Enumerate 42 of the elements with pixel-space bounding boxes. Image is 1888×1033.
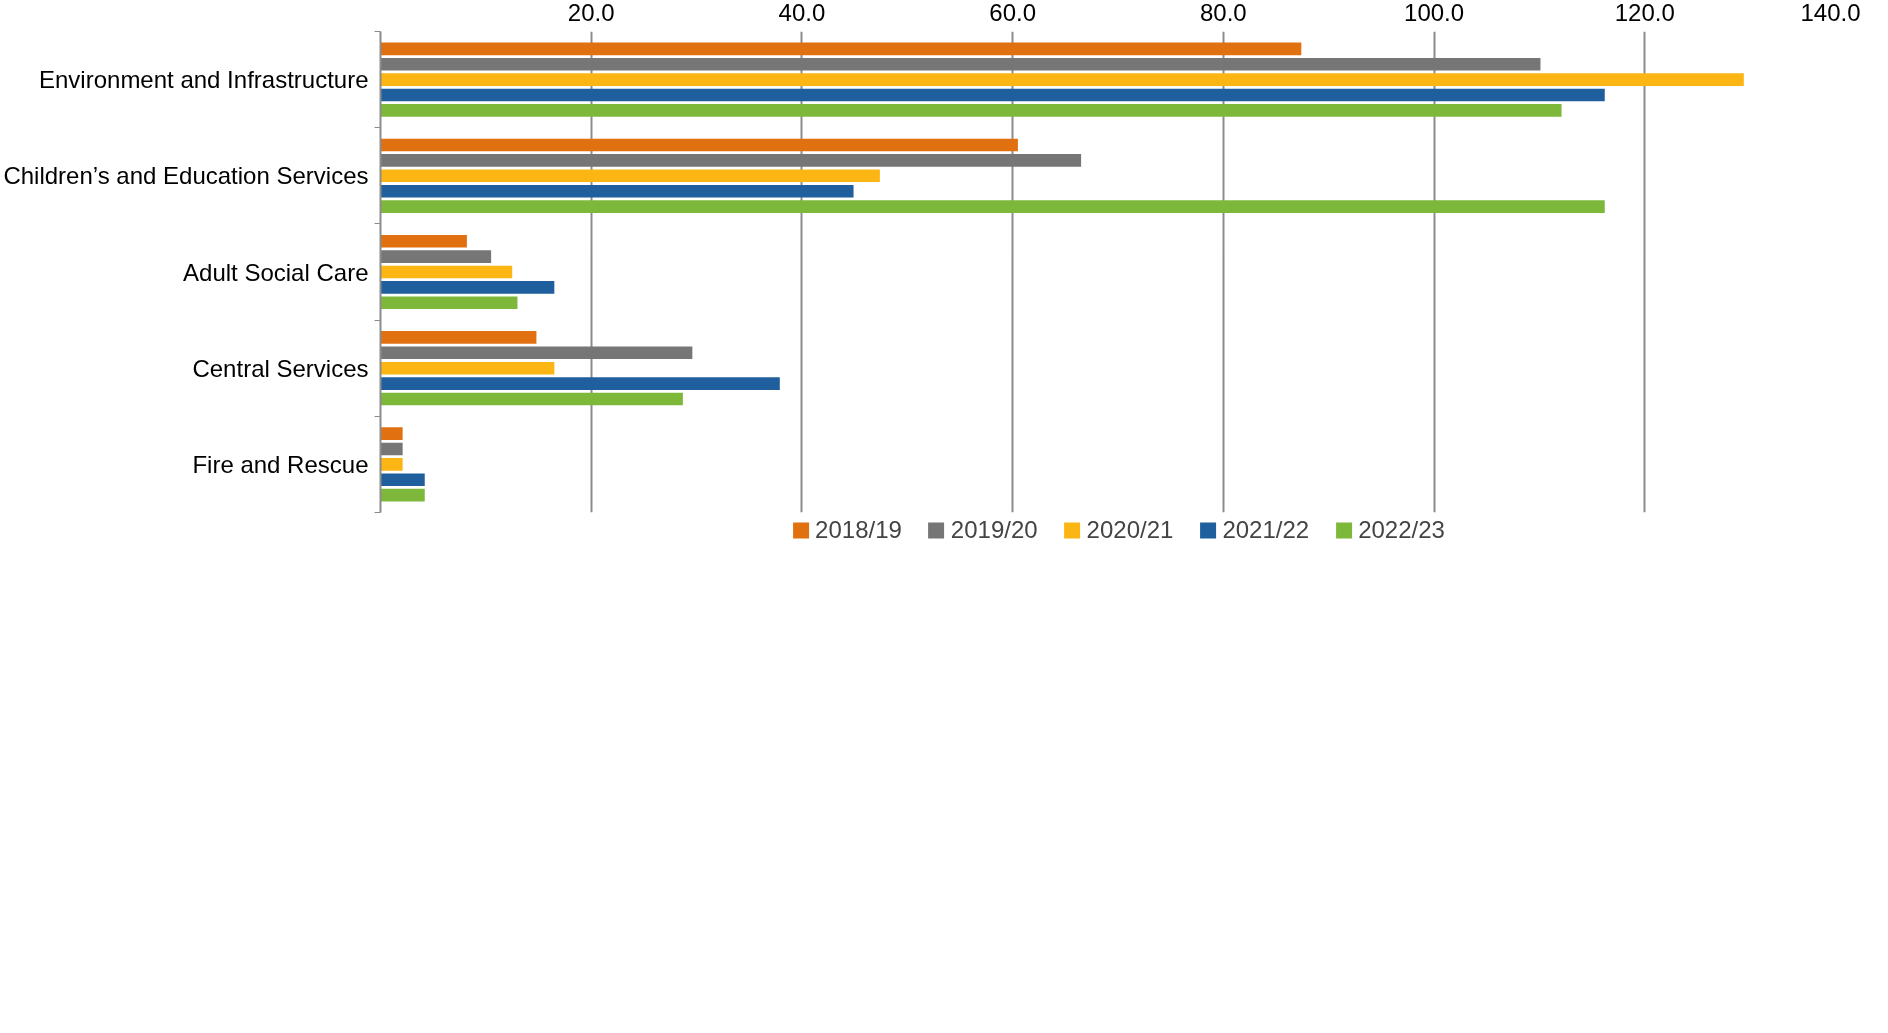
y-tick-label: Fire and Rescue xyxy=(192,450,369,478)
bar xyxy=(380,361,555,375)
legend-label: 2019/20 xyxy=(950,516,1038,544)
bar xyxy=(380,138,1018,152)
x-tick-label: 60.0 xyxy=(989,0,1037,26)
bar xyxy=(380,200,1605,213)
bar xyxy=(380,104,1562,117)
bar xyxy=(380,331,537,344)
x-tick-label: 120.0 xyxy=(1614,0,1675,26)
legend-label: 2018/19 xyxy=(815,516,902,544)
bar xyxy=(380,73,1744,86)
legend-label: 2021/22 xyxy=(1222,516,1310,544)
bar xyxy=(380,442,403,456)
x-tick-label: 80.0 xyxy=(1200,0,1247,26)
bar xyxy=(380,377,780,390)
bar xyxy=(380,250,492,263)
y-tick-label: Children’s and Education Services xyxy=(3,162,369,190)
bar xyxy=(380,169,880,183)
y-tick-label: Adult Social Care xyxy=(183,258,369,286)
bar xyxy=(380,296,518,310)
x-tick-label: 140.0 xyxy=(1800,0,1861,26)
bar xyxy=(380,184,854,198)
legend-label: 2020/21 xyxy=(1086,516,1174,544)
bar xyxy=(380,57,1541,71)
bar xyxy=(380,154,1082,167)
bar xyxy=(380,234,467,248)
bar xyxy=(380,488,425,502)
legend-label: 2022/23 xyxy=(1358,516,1445,544)
x-tick-label: 40.0 xyxy=(778,0,826,26)
bar xyxy=(380,42,1302,56)
bar xyxy=(380,392,683,406)
bar xyxy=(380,427,403,440)
bar xyxy=(380,281,555,294)
y-tick-label: Central Services xyxy=(192,354,369,382)
bar xyxy=(380,458,403,471)
bar xyxy=(380,473,425,487)
bar xyxy=(380,265,513,279)
bar xyxy=(380,88,1605,102)
y-tick-label: Environment and Infrastructure xyxy=(39,66,369,94)
x-tick-label: 20.0 xyxy=(567,0,615,26)
bar xyxy=(380,346,693,360)
x-tick-label: 100.0 xyxy=(1404,0,1465,26)
